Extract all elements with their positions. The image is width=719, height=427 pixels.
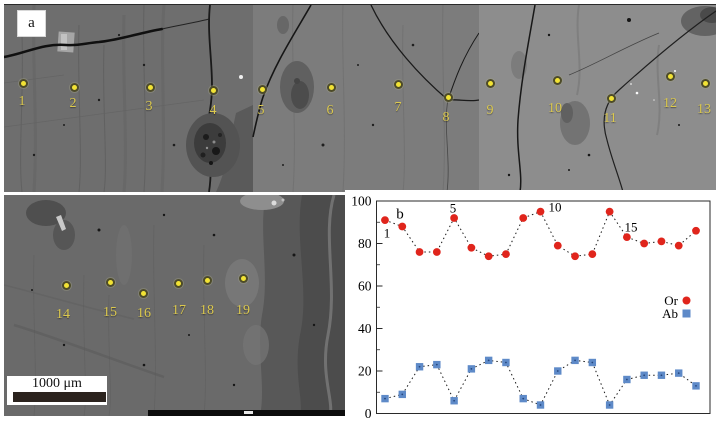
scale-bar-label: 1000 μm xyxy=(32,376,82,391)
analysis-spot-dot xyxy=(606,93,616,103)
panel-a-label-text: a xyxy=(28,15,35,31)
data-point-Or xyxy=(519,214,528,222)
legend-marker-Ab xyxy=(682,309,691,318)
bse-texture-montage xyxy=(4,5,716,192)
analysis-spot-number: 2 xyxy=(69,96,77,111)
chart-annotation: 1 xyxy=(384,226,391,241)
analysis-spot-number: 19 xyxy=(236,303,250,318)
analysis-spot-number: 15 xyxy=(103,305,117,320)
analysis-spot-number: 12 xyxy=(663,96,677,111)
analysis-spot-dot xyxy=(326,82,336,92)
data-point-Or xyxy=(605,207,614,216)
y-tick-label: 40 xyxy=(358,321,372,336)
chart-annotation: 10 xyxy=(549,200,562,215)
analysis-spot-dot xyxy=(173,278,183,288)
analysis-spot-number: 7 xyxy=(394,100,402,115)
analysis-spot-dot xyxy=(69,82,79,92)
micrograph-bottom-bar xyxy=(148,410,345,416)
data-point-Or xyxy=(432,248,441,256)
data-point-Or xyxy=(657,237,666,246)
data-point-Or xyxy=(450,214,459,222)
panel-c-bse-image: 1000 μm 14 15 16 17 18 19 xyxy=(4,195,345,416)
series-line-Or xyxy=(384,210,697,257)
analysis-spot-number: 17 xyxy=(172,303,186,318)
analysis-spot-dot xyxy=(61,280,71,290)
analysis-spot-number: 1 xyxy=(18,94,26,109)
scale-bar: 1000 μm xyxy=(7,376,107,405)
analysis-spot-number: 9 xyxy=(486,103,494,118)
micrograph-bottom-bar-notch xyxy=(244,411,253,414)
data-point-Or xyxy=(692,226,700,235)
chart-annotation: 15 xyxy=(625,220,638,235)
data-point-Or xyxy=(553,241,562,250)
analysis-spot-number: 4 xyxy=(209,103,217,118)
analysis-spot-dot xyxy=(485,78,495,88)
scale-bar-rule xyxy=(13,392,106,402)
y-tick-label: 100 xyxy=(351,194,372,209)
analysis-spot-dot xyxy=(257,84,267,94)
legend-marker-Or xyxy=(682,296,691,305)
data-point-Or xyxy=(381,216,389,225)
data-point-Or xyxy=(398,222,407,231)
analysis-spot-dot xyxy=(700,78,710,88)
panel-a-label: a xyxy=(18,11,45,36)
analysis-spot-dot xyxy=(238,273,248,283)
data-point-Or xyxy=(415,248,424,256)
analysis-spot-number: 11 xyxy=(603,111,617,126)
analysis-spot-number: 13 xyxy=(697,102,711,117)
chart-annotation: b xyxy=(396,206,404,222)
panel-a-bse-montage: a 1 2 3 4 5 6 7 8 9 10 11 12 13 xyxy=(4,4,716,192)
analysis-spot-dot xyxy=(202,275,212,285)
data-point-Or xyxy=(674,241,683,250)
data-point-Or xyxy=(536,207,545,216)
data-point-Or xyxy=(622,233,631,242)
data-point-Or xyxy=(467,243,476,252)
legend-label-Ab: Ab xyxy=(662,306,678,321)
analysis-spot-number: 8 xyxy=(442,110,450,125)
analysis-spot-dot xyxy=(138,288,148,298)
analysis-spot-number: 6 xyxy=(326,103,334,118)
analysis-spot-dot xyxy=(665,71,675,81)
analysis-spot-dot xyxy=(18,78,28,88)
analysis-spot-number: 16 xyxy=(137,306,151,321)
y-tick-label: 60 xyxy=(358,279,372,294)
analysis-spot-dot xyxy=(443,92,453,102)
analysis-spot-number: 10 xyxy=(548,101,562,116)
y-tick-label: 80 xyxy=(358,236,372,251)
analysis-spot-number: 14 xyxy=(56,307,70,322)
data-point-Or xyxy=(502,250,510,259)
data-point-Or xyxy=(571,252,579,261)
y-tick-label: 0 xyxy=(365,406,372,421)
analysis-spot-number: 5 xyxy=(257,103,265,118)
panel-b-chart: 0 20 40 60 80 100 Or Ab b 1 5 10 15 xyxy=(345,190,719,427)
analysis-spot-dot xyxy=(208,85,218,95)
series-line-Ab xyxy=(384,359,697,407)
y-tick-label: 20 xyxy=(358,364,372,379)
analysis-spot-dot xyxy=(393,79,403,89)
data-point-Or xyxy=(588,250,597,259)
chart-annotation: 5 xyxy=(450,201,457,216)
analysis-spot-dot xyxy=(105,277,115,287)
analysis-spot-dot xyxy=(145,82,155,92)
data-point-Or xyxy=(640,239,649,248)
analysis-spot-number: 18 xyxy=(200,303,214,318)
data-point-Or xyxy=(484,252,493,261)
legend-label-Or: Or xyxy=(664,293,678,308)
analysis-spot-number: 3 xyxy=(145,99,153,114)
analysis-spot-dot xyxy=(552,75,562,85)
